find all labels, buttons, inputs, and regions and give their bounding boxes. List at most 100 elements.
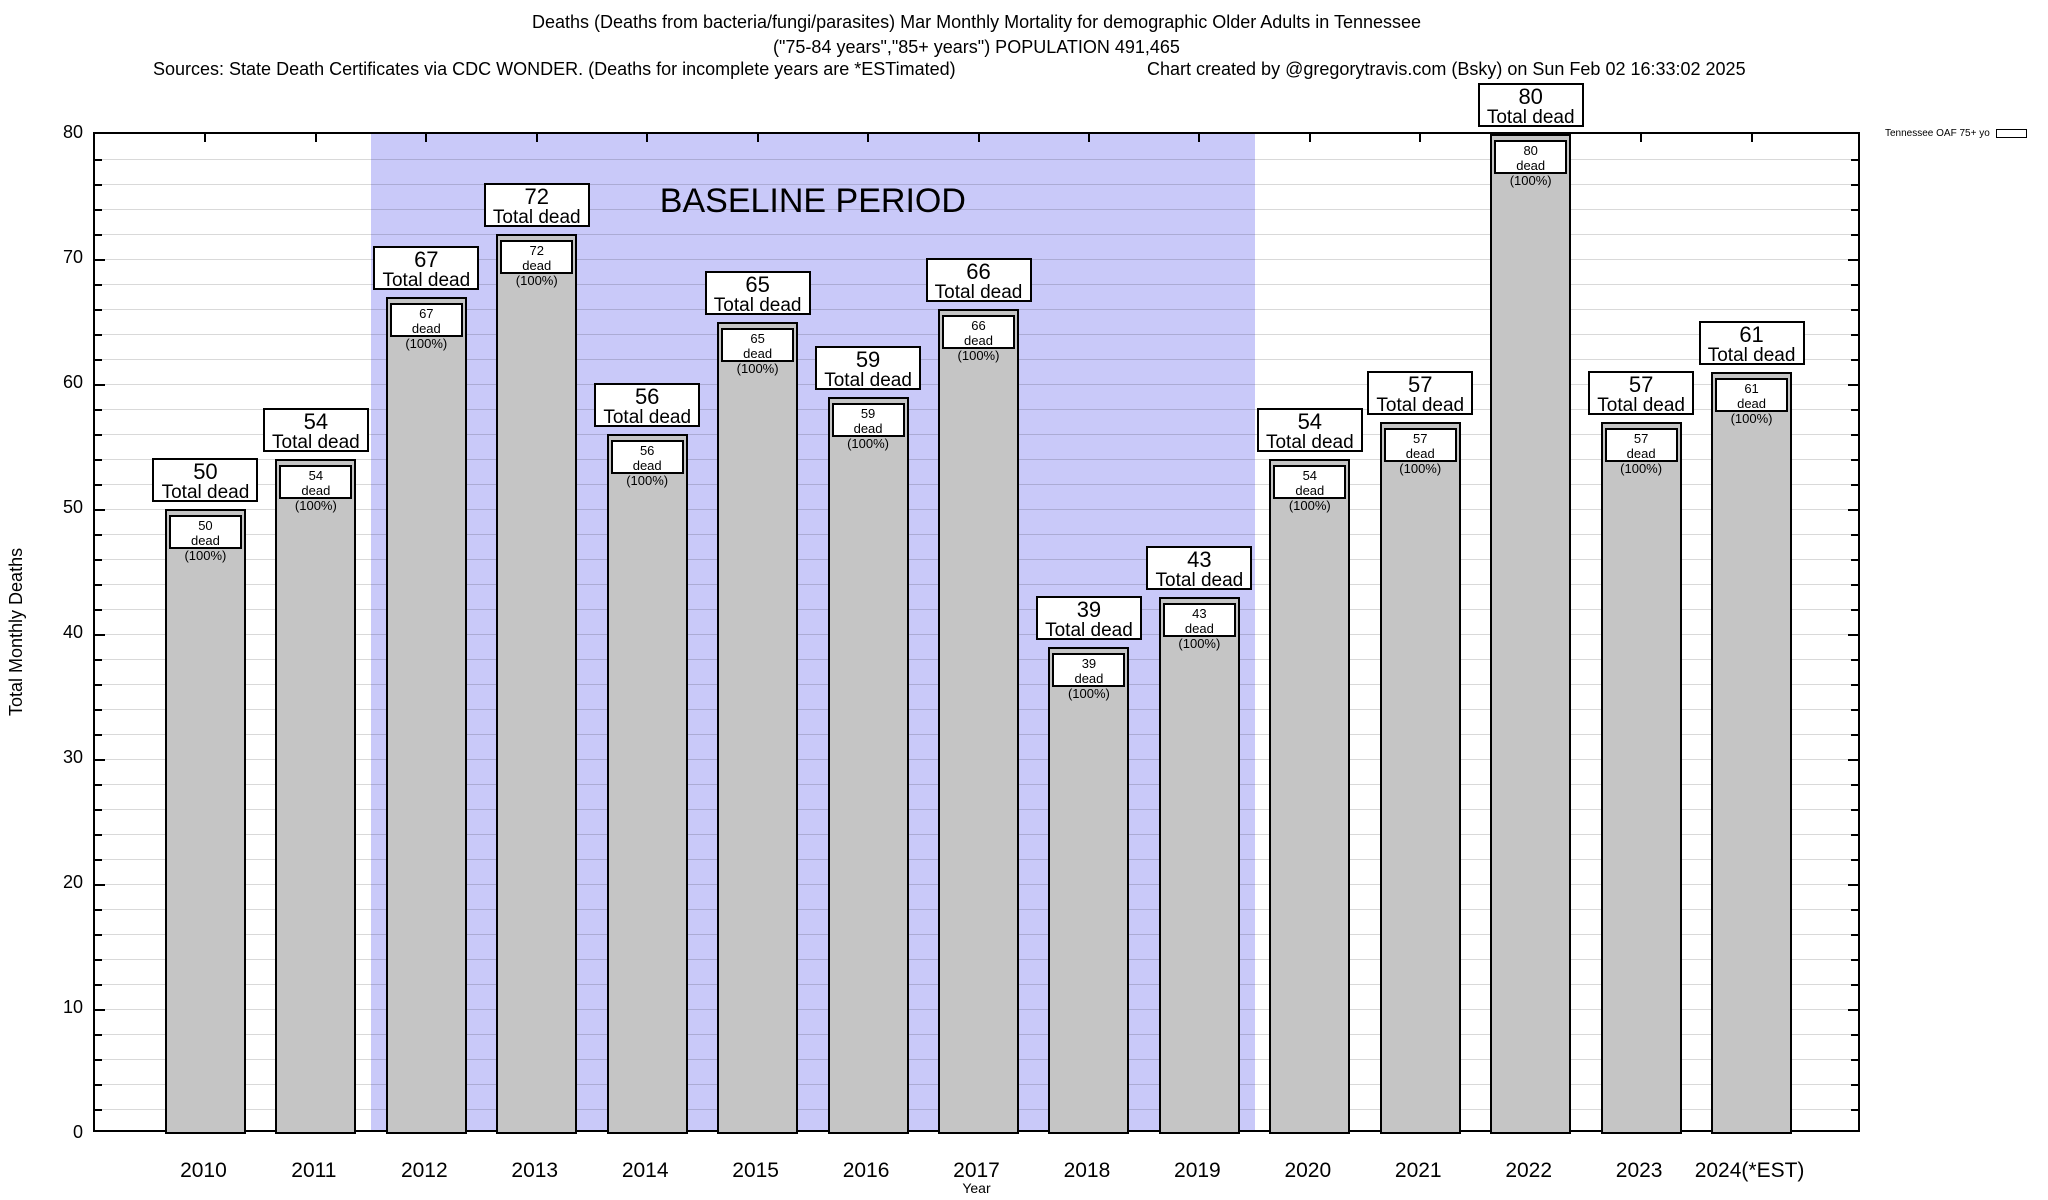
total-dead-text: Total dead (1597, 394, 1685, 416)
y-axis-tick (95, 358, 102, 361)
horizontal-gridline (95, 234, 1858, 235)
total-dead-label-2020: 54 Total dead (1256, 408, 1363, 452)
dead-pct-label-2017: 66 dead (100%) (942, 315, 1015, 363)
dead-pct-value: 54 (1302, 468, 1318, 483)
dead-pct-label-2022: 80 dead (100%) (1494, 140, 1568, 188)
y-tick-label-70: 70 (62, 247, 83, 267)
total-dead-text: Total dead (382, 269, 471, 291)
y-axis-tick (95, 808, 102, 811)
dead-pct-text: dead (100%) (1399, 445, 1442, 476)
x-tick-label-2021: 2021 (1394, 1159, 1442, 1182)
x-tick-label-2012: 2012 (400, 1159, 448, 1182)
data-bar-2011 (275, 459, 357, 1134)
y-axis-tick (95, 158, 102, 161)
dead-pct-label-2018: 39 dead (100%) (1052, 652, 1126, 701)
y-axis-tick (95, 533, 102, 536)
data-bar-2020 (1269, 459, 1351, 1134)
total-dead-value: 54 (303, 409, 329, 434)
x-axis-tick-top (977, 134, 980, 142)
data-bar-2010 (164, 509, 246, 1134)
dead-pct-label-2016: 59 dead (100%) (831, 402, 905, 451)
x-tick-label-2017: 2017 (953, 1159, 1000, 1182)
total-dead-value: 50 (193, 459, 218, 484)
y-axis-tick (95, 258, 105, 261)
x-tick-label-2011: 2011 (291, 1159, 337, 1182)
y-tick-label-40: 40 (62, 622, 83, 642)
total-dead-text: Total dead (1376, 394, 1465, 416)
total-dead-value: 57 (1408, 371, 1433, 397)
y-axis-tick-right (1851, 158, 1858, 161)
y-axis-tick-right (1851, 358, 1858, 361)
x-tick-label-2016: 2016 (842, 1159, 890, 1182)
y-axis-tick (95, 683, 102, 686)
y-axis-tick-right (1851, 858, 1858, 861)
y-axis-tick-right (1851, 233, 1858, 236)
dead-pct-value: 54 (308, 468, 324, 483)
x-axis-tick-top (535, 134, 538, 142)
y-axis-tick (95, 383, 105, 386)
y-axis-tick-right (1851, 658, 1858, 661)
total-dead-text: Total dead (603, 407, 692, 428)
y-tick-label-50: 50 (62, 497, 83, 517)
y-axis-tick (95, 783, 102, 786)
total-dead-label-2014: 56 Total dead (594, 383, 701, 428)
chart-title-line1: Deaths (Deaths from bacteria/fungi/paras… (531, 12, 1422, 32)
x-tick-label-2023: 2023 (1615, 1159, 1663, 1182)
y-axis-tick (95, 733, 102, 736)
total-dead-label-2013: 72 Total dead (483, 183, 590, 227)
dead-pct-text: dead (100%) (957, 333, 1000, 363)
dead-pct-value: 43 (1192, 605, 1207, 621)
y-axis-tick (95, 1033, 102, 1036)
y-axis-tick-right (1851, 558, 1858, 561)
y-axis-tick (95, 758, 105, 761)
y-axis-tick-right (1848, 883, 1858, 886)
dead-pct-text: dead (100%) (847, 420, 890, 451)
legend-bar-swatch-icon (1995, 129, 2027, 138)
total-dead-text: Total dead (272, 432, 360, 453)
x-axis-tick-top (204, 134, 207, 142)
x-tick-label-2015: 2015 (732, 1159, 779, 1182)
data-bar-2015 (717, 321, 799, 1134)
y-axis-tick (95, 633, 105, 636)
y-axis-tick-right (1851, 608, 1858, 611)
y-tick-label-20: 20 (62, 872, 83, 892)
y-axis-tick (95, 983, 102, 986)
dead-pct-label-2020: 54 dead (100%) (1273, 465, 1347, 513)
total-dead-value: 59 (855, 346, 881, 372)
total-dead-label-2021: 57 Total dead (1367, 370, 1474, 416)
data-bar-2018 (1048, 646, 1130, 1134)
data-bar-2023 (1600, 421, 1682, 1134)
legend: Tennessee OAF 75+ yo (1885, 128, 2027, 139)
x-axis-tick-top (1087, 134, 1090, 142)
y-axis-tick-right (1851, 208, 1858, 211)
dead-pct-value: 57 (1413, 430, 1428, 446)
y-axis-tick-right (1851, 983, 1858, 986)
total-dead-label-2018: 39 Total dead (1035, 595, 1142, 640)
dead-pct-text: dead (100%) (1067, 670, 1110, 701)
y-tick-label-80: 80 (62, 122, 83, 142)
y-axis-tick-right (1851, 458, 1858, 461)
y-axis-tick-right (1851, 583, 1858, 586)
total-dead-value: 80 (1518, 84, 1543, 109)
y-axis-tick (95, 858, 102, 861)
x-tick-label-2019: 2019 (1174, 1159, 1221, 1182)
x-tick-label-2014: 2014 (621, 1159, 669, 1182)
dead-pct-text: dead (100%) (405, 320, 448, 351)
dead-pct-text: dead (100%) (626, 458, 669, 488)
x-tick-label-2013: 2013 (511, 1159, 559, 1182)
x-axis-tick-top (314, 134, 317, 142)
dead-pct-value: 66 (971, 318, 986, 333)
y-tick-label-30: 30 (62, 747, 83, 767)
x-axis-tick-top (1640, 134, 1643, 142)
dead-pct-value: 57 (1633, 430, 1649, 446)
dead-pct-value: 67 (419, 305, 434, 321)
dead-pct-label-2019: 43 dead (100%) (1162, 602, 1236, 651)
total-dead-text: Total dead (1486, 107, 1575, 128)
y-axis-tick-right (1851, 708, 1858, 711)
x-axis-tick-top (1198, 134, 1201, 142)
y-axis-tick (95, 283, 102, 286)
total-dead-text: Total dead (161, 482, 250, 503)
dead-pct-value: 80 (1523, 143, 1538, 158)
y-axis-tick-right (1848, 258, 1858, 261)
y-axis-tick-right (1851, 683, 1858, 686)
